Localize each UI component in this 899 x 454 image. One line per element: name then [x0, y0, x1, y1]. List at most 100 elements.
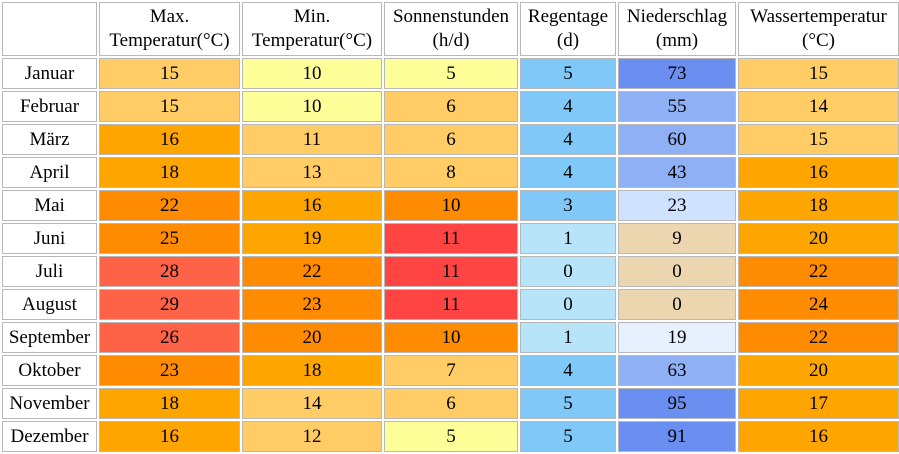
precipitation-cell: 95: [618, 388, 736, 419]
rain-days-cell: 5: [520, 421, 616, 452]
min-temp-cell: 12: [242, 421, 382, 452]
sunshine-cell: 6: [384, 91, 518, 122]
month-cell: September: [2, 322, 97, 353]
rain-days-cell: 4: [520, 91, 616, 122]
rain-days-cell: 4: [520, 157, 616, 188]
header-max-temp: Max. Temperatur(°C): [99, 2, 240, 56]
header-row: Max. Temperatur(°C) Min. Temperatur(°C) So…: [2, 2, 899, 56]
month-cell: Oktober: [2, 355, 97, 386]
month-cell: Juni: [2, 223, 97, 254]
table-row: Februar 15 10 6 4 55 14: [2, 91, 899, 122]
table-row: August 29 23 11 0 0 24: [2, 289, 899, 320]
sunshine-cell: 6: [384, 124, 518, 155]
precipitation-cell: 19: [618, 322, 736, 353]
water-temp-cell: 15: [738, 58, 899, 89]
header-sunshine: Sonnenstunden (h/d): [384, 2, 518, 56]
water-temp-cell: 18: [738, 190, 899, 221]
min-temp-cell: 14: [242, 388, 382, 419]
header-min-temp-line1: Min.: [293, 6, 331, 27]
header-water-temp: Wassertemperatur (°C): [738, 2, 899, 56]
min-temp-cell: 13: [242, 157, 382, 188]
water-temp-cell: 14: [738, 91, 899, 122]
header-precipitation: Niederschlag (mm): [618, 2, 736, 56]
min-temp-cell: 11: [242, 124, 382, 155]
rain-days-cell: 4: [520, 355, 616, 386]
header-min-temp-line2: Temperatur(°C): [251, 30, 373, 51]
min-temp-cell: 16: [242, 190, 382, 221]
table-row: Januar 15 10 5 5 73 15: [2, 58, 899, 89]
rain-days-cell: 1: [520, 223, 616, 254]
rain-days-cell: 0: [520, 256, 616, 287]
month-cell: Juli: [2, 256, 97, 287]
header-rain-days-line2: (d): [556, 30, 580, 51]
max-temp-cell: 23: [99, 355, 240, 386]
water-temp-cell: 20: [738, 355, 899, 386]
table-row: Oktober 23 18 7 4 63 20: [2, 355, 899, 386]
min-temp-cell: 19: [242, 223, 382, 254]
month-cell: April: [2, 157, 97, 188]
table-row: März 16 11 6 4 60 15: [2, 124, 899, 155]
water-temp-cell: 22: [738, 256, 899, 287]
precipitation-cell: 63: [618, 355, 736, 386]
rain-days-cell: 0: [520, 289, 616, 320]
min-temp-cell: 22: [242, 256, 382, 287]
sunshine-cell: 7: [384, 355, 518, 386]
sunshine-cell: 5: [384, 58, 518, 89]
header-corner: [2, 2, 97, 56]
sunshine-cell: 10: [384, 190, 518, 221]
header-precipitation-line2: (mm): [655, 30, 699, 51]
table-row: November 18 14 6 5 95 17: [2, 388, 899, 419]
month-cell: Dezember: [2, 421, 97, 452]
header-max-temp-line2: Temperatur(°C): [109, 30, 230, 51]
max-temp-cell: 15: [99, 91, 240, 122]
table-row: Mai 22 16 10 3 23 18: [2, 190, 899, 221]
max-temp-cell: 29: [99, 289, 240, 320]
precipitation-cell: 91: [618, 421, 736, 452]
header-water-temp-line2: (°C): [802, 30, 835, 51]
precipitation-cell: 0: [618, 256, 736, 287]
table-row: April 18 13 8 4 43 16: [2, 157, 899, 188]
max-temp-cell: 16: [99, 124, 240, 155]
water-temp-cell: 15: [738, 124, 899, 155]
table-row: Juli 28 22 11 0 0 22: [2, 256, 899, 287]
sunshine-cell: 11: [384, 289, 518, 320]
precipitation-cell: 9: [618, 223, 736, 254]
month-cell: März: [2, 124, 97, 155]
precipitation-cell: 23: [618, 190, 736, 221]
max-temp-cell: 22: [99, 190, 240, 221]
max-temp-cell: 25: [99, 223, 240, 254]
min-temp-cell: 10: [242, 91, 382, 122]
month-cell: Mai: [2, 190, 97, 221]
header-min-temp: Min. Temperatur(°C): [242, 2, 382, 56]
sunshine-cell: 10: [384, 322, 518, 353]
table-row: Juni 25 19 11 1 9 20: [2, 223, 899, 254]
max-temp-cell: 18: [99, 157, 240, 188]
water-temp-cell: 17: [738, 388, 899, 419]
header-max-temp-line1: Max.: [149, 6, 190, 27]
table-row: September 26 20 10 1 19 22: [2, 322, 899, 353]
min-temp-cell: 10: [242, 58, 382, 89]
header-water-temp-line1: Wassertemperatur: [750, 6, 887, 27]
rain-days-cell: 3: [520, 190, 616, 221]
header-sunshine-line2: (h/d): [432, 30, 470, 51]
sunshine-cell: 11: [384, 256, 518, 287]
max-temp-cell: 16: [99, 421, 240, 452]
max-temp-cell: 18: [99, 388, 240, 419]
water-temp-cell: 22: [738, 322, 899, 353]
water-temp-cell: 16: [738, 421, 899, 452]
precipitation-cell: 73: [618, 58, 736, 89]
rain-days-cell: 1: [520, 322, 616, 353]
precipitation-cell: 43: [618, 157, 736, 188]
water-temp-cell: 16: [738, 157, 899, 188]
header-rain-days-line1: Regentage: [527, 6, 609, 27]
sunshine-cell: 6: [384, 388, 518, 419]
rain-days-cell: 5: [520, 388, 616, 419]
header-precipitation-line1: Niederschlag: [626, 6, 728, 27]
max-temp-cell: 28: [99, 256, 240, 287]
month-cell: November: [2, 388, 97, 419]
precipitation-cell: 0: [618, 289, 736, 320]
min-temp-cell: 23: [242, 289, 382, 320]
month-cell: Januar: [2, 58, 97, 89]
max-temp-cell: 15: [99, 58, 240, 89]
